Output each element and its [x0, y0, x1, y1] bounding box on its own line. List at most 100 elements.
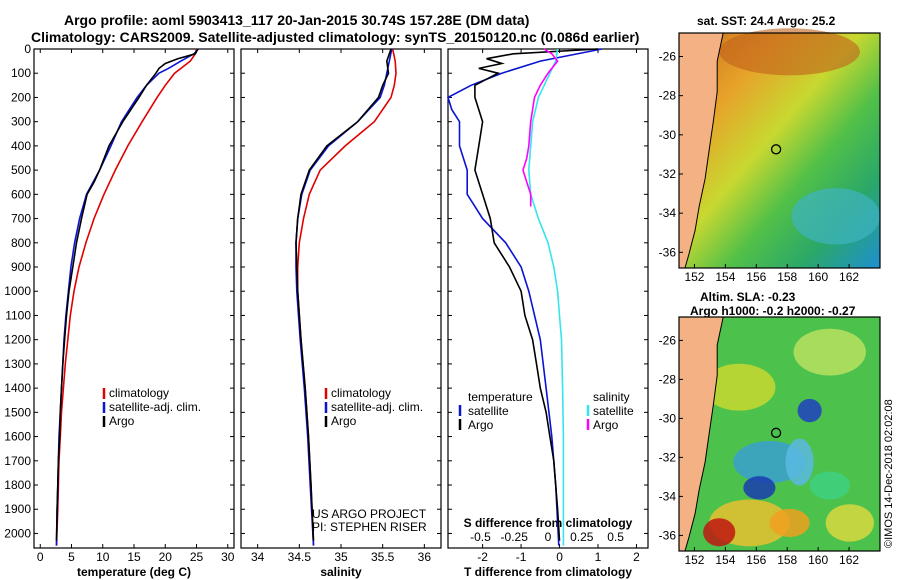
secondary-axis-label: S difference from climatology — [464, 516, 633, 530]
y-tick-label: 1600 — [4, 430, 31, 444]
y-tick-label: 800 — [11, 236, 31, 250]
legend-label: climatology — [109, 386, 169, 400]
map-lon-label: 162 — [839, 270, 859, 284]
legend-label: satellite-adj. clim. — [109, 400, 201, 414]
map-lat-label: -36 — [659, 528, 677, 542]
map-lon-label: 152 — [684, 270, 704, 284]
map-frame — [678, 32, 881, 269]
x-tick-label: 10 — [96, 550, 110, 564]
y-tick-label: 1400 — [4, 381, 31, 395]
map-lat-label: -34 — [659, 489, 677, 503]
map-lon-label: 154 — [715, 270, 735, 284]
y-tick-label: 2000 — [4, 526, 31, 540]
secondary-tick-label: -0.5 — [470, 530, 491, 544]
series-line-argo — [55, 48, 199, 541]
map-lat-label: -30 — [659, 128, 677, 142]
panel-frame-1 — [240, 48, 442, 549]
legend-label: Argo — [109, 414, 135, 428]
map-lat-label: -32 — [659, 450, 677, 464]
series-line-satellite-adj-clim- — [55, 48, 199, 546]
panel-frame-0 — [33, 48, 235, 549]
panel-frame-2 — [447, 48, 649, 549]
x-tick-label: 20 — [159, 550, 173, 564]
legend-heading-temperature: temperature — [468, 390, 533, 404]
y-tick-label: 500 — [11, 163, 31, 177]
credit-project: US ARGO PROJECT — [312, 507, 427, 521]
x-tick-label: -2 — [477, 550, 488, 564]
legend-label: satellite — [593, 404, 634, 418]
y-tick-label: 0 — [24, 42, 31, 56]
sst-map — [678, 28, 881, 269]
figure-title-line1: Argo profile: aoml 5903413_117 20-Jan-20… — [64, 12, 530, 28]
y-tick-label: 1000 — [4, 284, 31, 298]
legend-heading-salinity: salinity — [593, 390, 630, 404]
y-tick-label: 200 — [11, 90, 31, 104]
map-lon-label: 158 — [777, 270, 797, 284]
map-lon-label: 160 — [808, 553, 828, 567]
y-tick-label: 600 — [11, 187, 31, 201]
y-tick-label: 100 — [11, 66, 31, 80]
sla-map — [678, 316, 881, 552]
imos-stamp: ©IMOS 14-Dec-2018 02:02:08 — [883, 399, 895, 548]
x-tick-label: 36 — [418, 550, 432, 564]
sla-anomaly-blob — [703, 363, 776, 411]
map-lat-label: -28 — [659, 89, 677, 103]
x-tick-label: 5 — [68, 550, 75, 564]
map-lat-label: -26 — [659, 50, 677, 64]
sla-anomaly-blob — [743, 476, 776, 500]
y-tick-label: 1200 — [4, 333, 31, 347]
sla-anomaly-blob — [703, 518, 736, 547]
secondary-tick-label: 0 — [545, 530, 552, 544]
sla-anomaly-blob — [785, 438, 814, 486]
map-lon-label: 156 — [746, 270, 766, 284]
sst-cool-patch — [791, 188, 881, 245]
map-lon-label: 156 — [746, 553, 766, 567]
series-line-salinity-satellite — [527, 48, 565, 546]
y-tick-label: 1300 — [4, 357, 31, 371]
map-lat-label: -30 — [659, 411, 677, 425]
sla-anomaly-blob — [825, 504, 874, 542]
y-tick-label: 1700 — [4, 454, 31, 468]
map-lon-label: 162 — [839, 553, 859, 567]
argo-float-marker — [770, 144, 782, 155]
sst-warm-patch — [719, 28, 860, 76]
x-tick-label: 30 — [221, 550, 235, 564]
y-tick-label: 700 — [11, 212, 31, 226]
map-lat-label: -26 — [659, 333, 677, 347]
y-tick-label: 1800 — [4, 478, 31, 492]
y-tick-label: 1500 — [4, 405, 31, 419]
secondary-tick-label: -0.25 — [501, 530, 529, 544]
argo-float-marker — [770, 427, 782, 438]
x-tick-label: 2 — [633, 550, 640, 564]
credit-pi: PI: STEPHEN RISER — [312, 520, 427, 534]
legend-label: Argo — [468, 418, 494, 432]
x-tick-label: 15 — [127, 550, 141, 564]
secondary-tick-label: 0.25 — [570, 530, 594, 544]
map-lat-label: -32 — [659, 167, 677, 181]
sla-anomaly-blob — [769, 508, 810, 537]
series-line-salinity-argo — [522, 48, 559, 207]
x-axis-label: T difference from climatology — [464, 565, 632, 579]
sst-map-title: sat. SST: 24.4 Argo: 25.2 — [697, 14, 836, 28]
legend-label: Argo — [331, 414, 357, 428]
x-tick-label: 25 — [190, 550, 204, 564]
map-lat-label: -28 — [659, 372, 677, 386]
x-axis-label: temperature (deg C) — [77, 565, 191, 579]
series-line-temperature-argo — [474, 48, 599, 541]
legend-label: satellite-adj. clim. — [331, 400, 423, 414]
series-line-temperature-satellite — [447, 48, 602, 546]
map-lon-label: 152 — [684, 553, 704, 567]
figure-title-line2: Climatology: CARS2009. Satellite-adjuste… — [31, 29, 640, 45]
x-tick-label: -1 — [516, 550, 527, 564]
sla-anomaly-blob — [809, 471, 850, 500]
series-line-argo — [295, 48, 392, 541]
x-tick-label: 0 — [556, 550, 563, 564]
sla-map-title-line1: Altim. SLA: -0.23 — [700, 290, 796, 304]
y-tick-label: 400 — [11, 139, 31, 153]
sla-anomaly-blob — [793, 328, 866, 376]
map-lon-label: 158 — [777, 553, 797, 567]
map-frame — [678, 316, 881, 552]
map-lat-label: -34 — [659, 206, 677, 220]
